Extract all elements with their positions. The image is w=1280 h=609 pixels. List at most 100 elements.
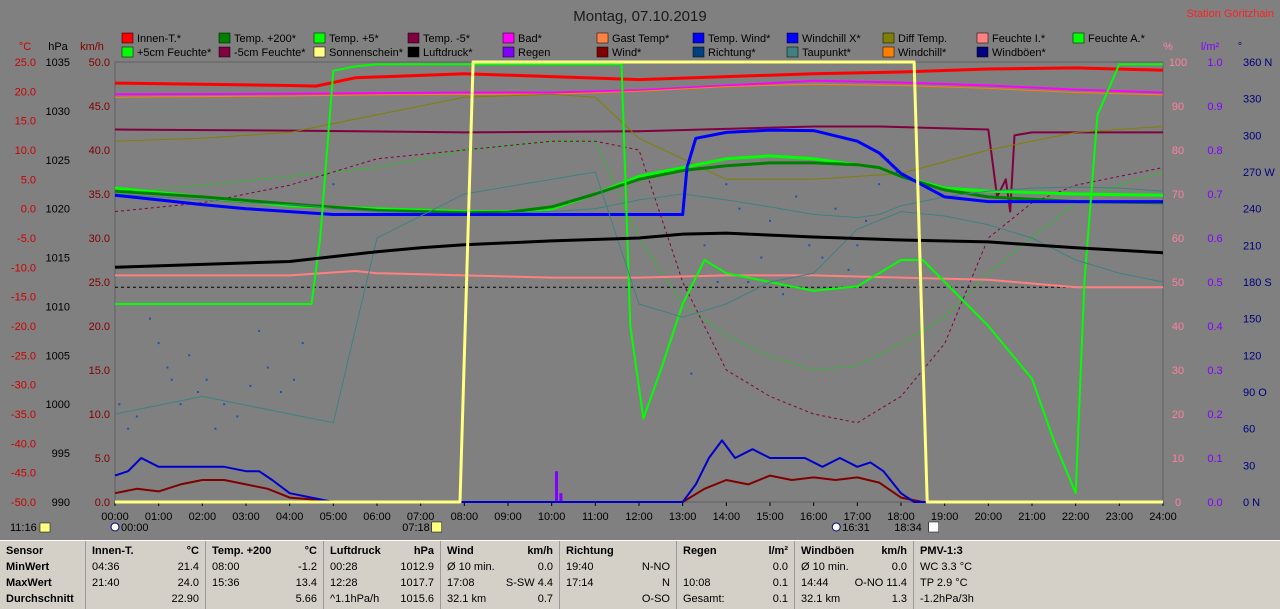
pressure-axis-tick: 1020 <box>46 204 70 216</box>
stats-innen-header: Innen-T. <box>92 545 134 557</box>
stats-windboeen-max: 11.4 <box>886 577 907 589</box>
stats-richtung-min: N-NO <box>641 561 670 573</box>
temp-axis-tick: -30.0 <box>11 380 36 392</box>
legend-label-innen-t: Innen-T.* <box>137 33 182 45</box>
rain-axis-tick: 0.1 <box>1207 453 1222 465</box>
stats-innen-min-time: 04:36 <box>92 561 120 573</box>
x-tick-label: 07:00 <box>407 511 435 523</box>
x-tick-label: 11:00 <box>582 511 609 523</box>
stats-innen-min: 21.4 <box>177 561 199 573</box>
wind-axis-tick: 40.0 <box>89 145 110 157</box>
direction-axis-tick: 0 N <box>1243 497 1260 509</box>
stats-innen-col: Innen-T. °C 04:36 21.4 21:40 24.0 22.90 <box>86 541 206 609</box>
legend-swatch-5cm-feuchte <box>218 46 231 58</box>
rain-axis-tick: 0.0 <box>1207 497 1222 509</box>
x-tick-label: 02:00 <box>189 511 217 523</box>
series-line-windb-en <box>114 439 1163 503</box>
direction-axis-tick: 300 <box>1243 130 1261 142</box>
stats-windboeen-distance: 32.1 km <box>801 593 841 605</box>
stats-windboeen-min-label: Ø 10 min. <box>801 561 849 573</box>
direction-point <box>205 378 208 381</box>
legend-swatch-windchill-x <box>786 32 799 44</box>
temp-axis-tick: 10.0 <box>15 145 36 157</box>
legend-swatch-feuchte-a <box>1072 32 1085 44</box>
wind-axis-tick: 20.0 <box>89 321 110 333</box>
temp-axis-tick: 5.0 <box>21 174 36 186</box>
humidity-axis-tick: 20 <box>1172 409 1184 421</box>
axis-header-pressure-unit: hPa <box>48 41 68 53</box>
legend-label-gast-temp: Gast Temp* <box>612 33 670 45</box>
x-tick-label: 19:00 <box>931 511 959 523</box>
stats-regen-header: Regen <box>683 545 717 557</box>
legend-label-5cm-feuchte: -5cm Feuchte* <box>234 47 306 59</box>
direction-point <box>690 372 693 375</box>
axis-header-direction-unit: ° <box>1238 41 1242 53</box>
pressure-axis-tick: 1035 <box>46 57 70 69</box>
pressure-axis-tick: 990 <box>52 497 70 509</box>
legend-label-temp-5: Temp. -5* <box>423 33 471 45</box>
x-tick-label: 08:00 <box>451 511 479 523</box>
stats-innen-avg: 22.90 <box>171 593 199 605</box>
wind-axis-tick: 30.0 <box>89 233 110 245</box>
legend-label-temp-200: Temp. +200* <box>234 33 297 45</box>
rain-axis-tick: 1.0 <box>1207 57 1222 69</box>
direction-point <box>223 403 226 406</box>
rain-axis-tick: 0.6 <box>1207 233 1222 245</box>
temp-axis-tick: -15.0 <box>11 292 36 304</box>
legend-label-windchill-x: Windchill X* <box>802 33 861 45</box>
direction-point <box>703 244 706 247</box>
stats-wind-max-dir: S-SW <box>505 577 535 589</box>
direction-point <box>236 415 239 418</box>
stats-temp200-min-time: 08:00 <box>212 561 240 573</box>
stats-wind-min-label: Ø 10 min. <box>447 561 495 573</box>
stats-pmv-header: PMV-1:3 <box>920 545 963 557</box>
wind-axis-tick: 0.0 <box>95 497 110 509</box>
legend-label-windchill: Windchill* <box>898 47 947 59</box>
rain-bar <box>555 471 559 502</box>
legend-swatch-taupunkt <box>786 46 799 58</box>
axis-header-temp-unit: °C <box>19 41 31 53</box>
stats-luftdruck-unit: hPa <box>413 545 434 557</box>
wind-axis-tick: 50.0 <box>89 57 110 69</box>
moon-phase-time-1: 00:00 <box>121 522 149 534</box>
x-tick-label: 10:00 <box>538 511 566 523</box>
legend-label-luftdruck: Luftdruck* <box>423 47 473 59</box>
legend-label-taupunkt: Taupunkt* <box>802 47 852 59</box>
direction-axis-tick: 270 W <box>1243 167 1275 179</box>
moon-icon <box>110 522 120 532</box>
stats-temp200-min: -1.2 <box>298 561 317 573</box>
stats-innen-unit: °C <box>186 545 199 557</box>
direction-axis-tick: 210 <box>1243 240 1261 252</box>
series-line-innen-t <box>114 66 1164 88</box>
temp-axis-tick: -45.0 <box>11 468 36 480</box>
legend-swatch-windb-en <box>976 46 989 58</box>
direction-point <box>782 293 785 296</box>
pressure-axis-tick: 1000 <box>46 399 70 411</box>
legend-swatch-regen <box>502 46 515 58</box>
stats-regen-max-time: 10:08 <box>683 577 711 589</box>
x-tick-label: 05:00 <box>320 511 348 523</box>
chart-title: Montag, 07.10.2019 <box>573 8 706 25</box>
direction-point <box>166 366 169 369</box>
direction-point <box>895 171 898 173</box>
humidity-axis-tick: 90 <box>1172 101 1184 113</box>
stats-luftdruck-col: Luftdruck hPa 00:28 1012.9 12:28 1017.7 ^1.… <box>324 541 441 609</box>
legend-label-regen: Regen <box>518 47 550 59</box>
x-tick-label: 00:00 <box>101 511 129 523</box>
stats-innen-max: 24.0 <box>177 577 199 589</box>
stats-temp200-max: 13.4 <box>295 577 317 589</box>
wind-axis-tick: 5.0 <box>95 453 110 465</box>
direction-point <box>214 427 217 430</box>
wind-axis-tick: 25.0 <box>89 277 110 289</box>
legend-swatch-5cm-feuchte <box>121 46 134 58</box>
direction-point <box>279 391 282 393</box>
temp-axis-tick: -10.0 <box>11 262 36 274</box>
series-line-feuchte-a <box>115 63 1163 495</box>
chart-svg: Montag, 07.10.2019 Station Göritzhain In… <box>10 8 1275 534</box>
stats-richtung-min-time: 19:40 <box>566 561 594 573</box>
series-line-windchill-x <box>114 128 1163 216</box>
temp-axis-tick: 15.0 <box>15 116 36 128</box>
series-line-windchill <box>114 83 1164 98</box>
direction-point <box>179 403 182 406</box>
direction-point <box>157 342 160 345</box>
